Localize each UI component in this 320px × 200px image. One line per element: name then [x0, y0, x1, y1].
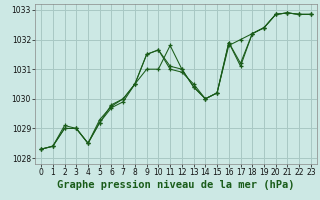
- X-axis label: Graphe pression niveau de la mer (hPa): Graphe pression niveau de la mer (hPa): [57, 180, 295, 190]
